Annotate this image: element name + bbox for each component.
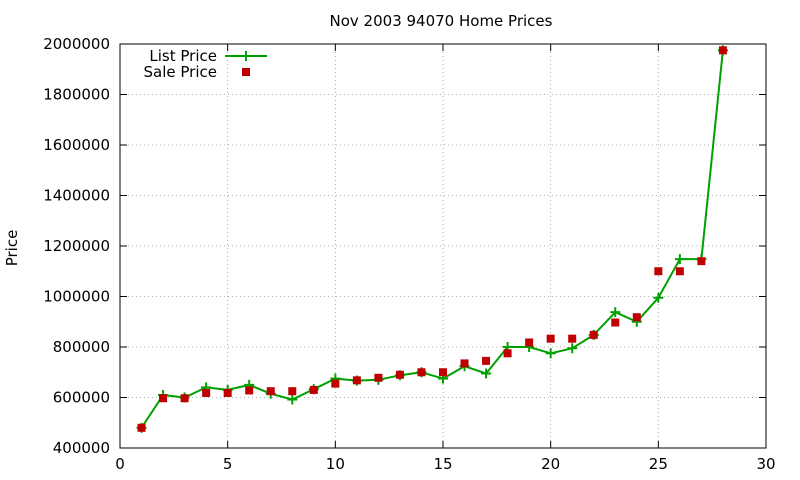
y-tick-label: 1600000 [43, 136, 110, 154]
sale-price-point [309, 385, 318, 394]
axis-ticks: 0 5 10 15 20 25 30 400000 600000 800000 1000000 120… [43, 35, 775, 473]
x-tick-label: 30 [756, 455, 775, 473]
sale-price-point [374, 373, 383, 382]
legend-sale-price-marker [242, 68, 250, 76]
sale-price-point [331, 379, 340, 388]
sale-price-point [137, 423, 146, 432]
sale-price-point [718, 46, 727, 55]
sale-price-point [482, 356, 491, 365]
x-tick-label: 15 [433, 455, 452, 473]
y-tick-label: 1800000 [43, 86, 110, 104]
list-price-point [481, 368, 492, 379]
x-tick-label: 10 [326, 455, 345, 473]
sale-price-point [439, 368, 447, 377]
list-price-point [287, 394, 298, 405]
y-tick-label: 2000000 [43, 35, 110, 53]
list-price-point [545, 348, 556, 359]
legend: List Price Sale Price [144, 47, 267, 81]
sale-price-point [395, 370, 404, 379]
sale-price-point [202, 388, 211, 397]
sale-price-point [697, 257, 706, 266]
grid [120, 44, 766, 448]
sale-price-point [266, 387, 275, 396]
sale-price-point [245, 386, 254, 395]
sale-price-point [675, 267, 684, 276]
list-price-point [674, 254, 685, 265]
chart-title: Nov 2003 94070 Home Prices [330, 12, 553, 30]
list-price-point [653, 292, 664, 303]
x-tick-label: 5 [223, 455, 233, 473]
sale-price-point [503, 349, 512, 358]
x-tick-label: 25 [649, 455, 668, 473]
x-tick-label: 20 [541, 455, 560, 473]
y-tick-label: 600000 [53, 389, 110, 407]
sale-price-point [546, 334, 555, 343]
y-tick-label: 1000000 [43, 288, 110, 306]
sale-price-point [589, 330, 598, 339]
sale-price-point [223, 388, 232, 397]
x-tick-label: 0 [115, 455, 125, 473]
list-price-point [610, 307, 621, 318]
sale-price-point [460, 359, 469, 368]
sale-price-point [417, 368, 426, 377]
sale-price-point [611, 318, 620, 327]
legend-sale-price-label: Sale Price [144, 63, 217, 81]
series [136, 45, 728, 433]
list-price-point [567, 343, 578, 354]
list-price-line [140, 50, 724, 429]
sale-price-point [352, 376, 361, 385]
sale-price-point [632, 313, 641, 322]
y-tick-label: 1200000 [43, 237, 110, 255]
y-tick-label: 400000 [53, 439, 110, 457]
sale-price-point [568, 334, 577, 343]
sale-price-point [525, 338, 534, 347]
sale-price-point [654, 267, 663, 276]
sale-price-point [159, 394, 168, 403]
sale-price-point [180, 394, 189, 403]
sale-price-point [288, 387, 297, 396]
legend-list-price-marker [241, 51, 251, 61]
legend-list-price-label: List Price [149, 47, 217, 65]
y-axis-label: Price [3, 230, 21, 267]
y-tick-label: 800000 [53, 338, 110, 356]
y-tick-label: 1400000 [43, 187, 110, 205]
